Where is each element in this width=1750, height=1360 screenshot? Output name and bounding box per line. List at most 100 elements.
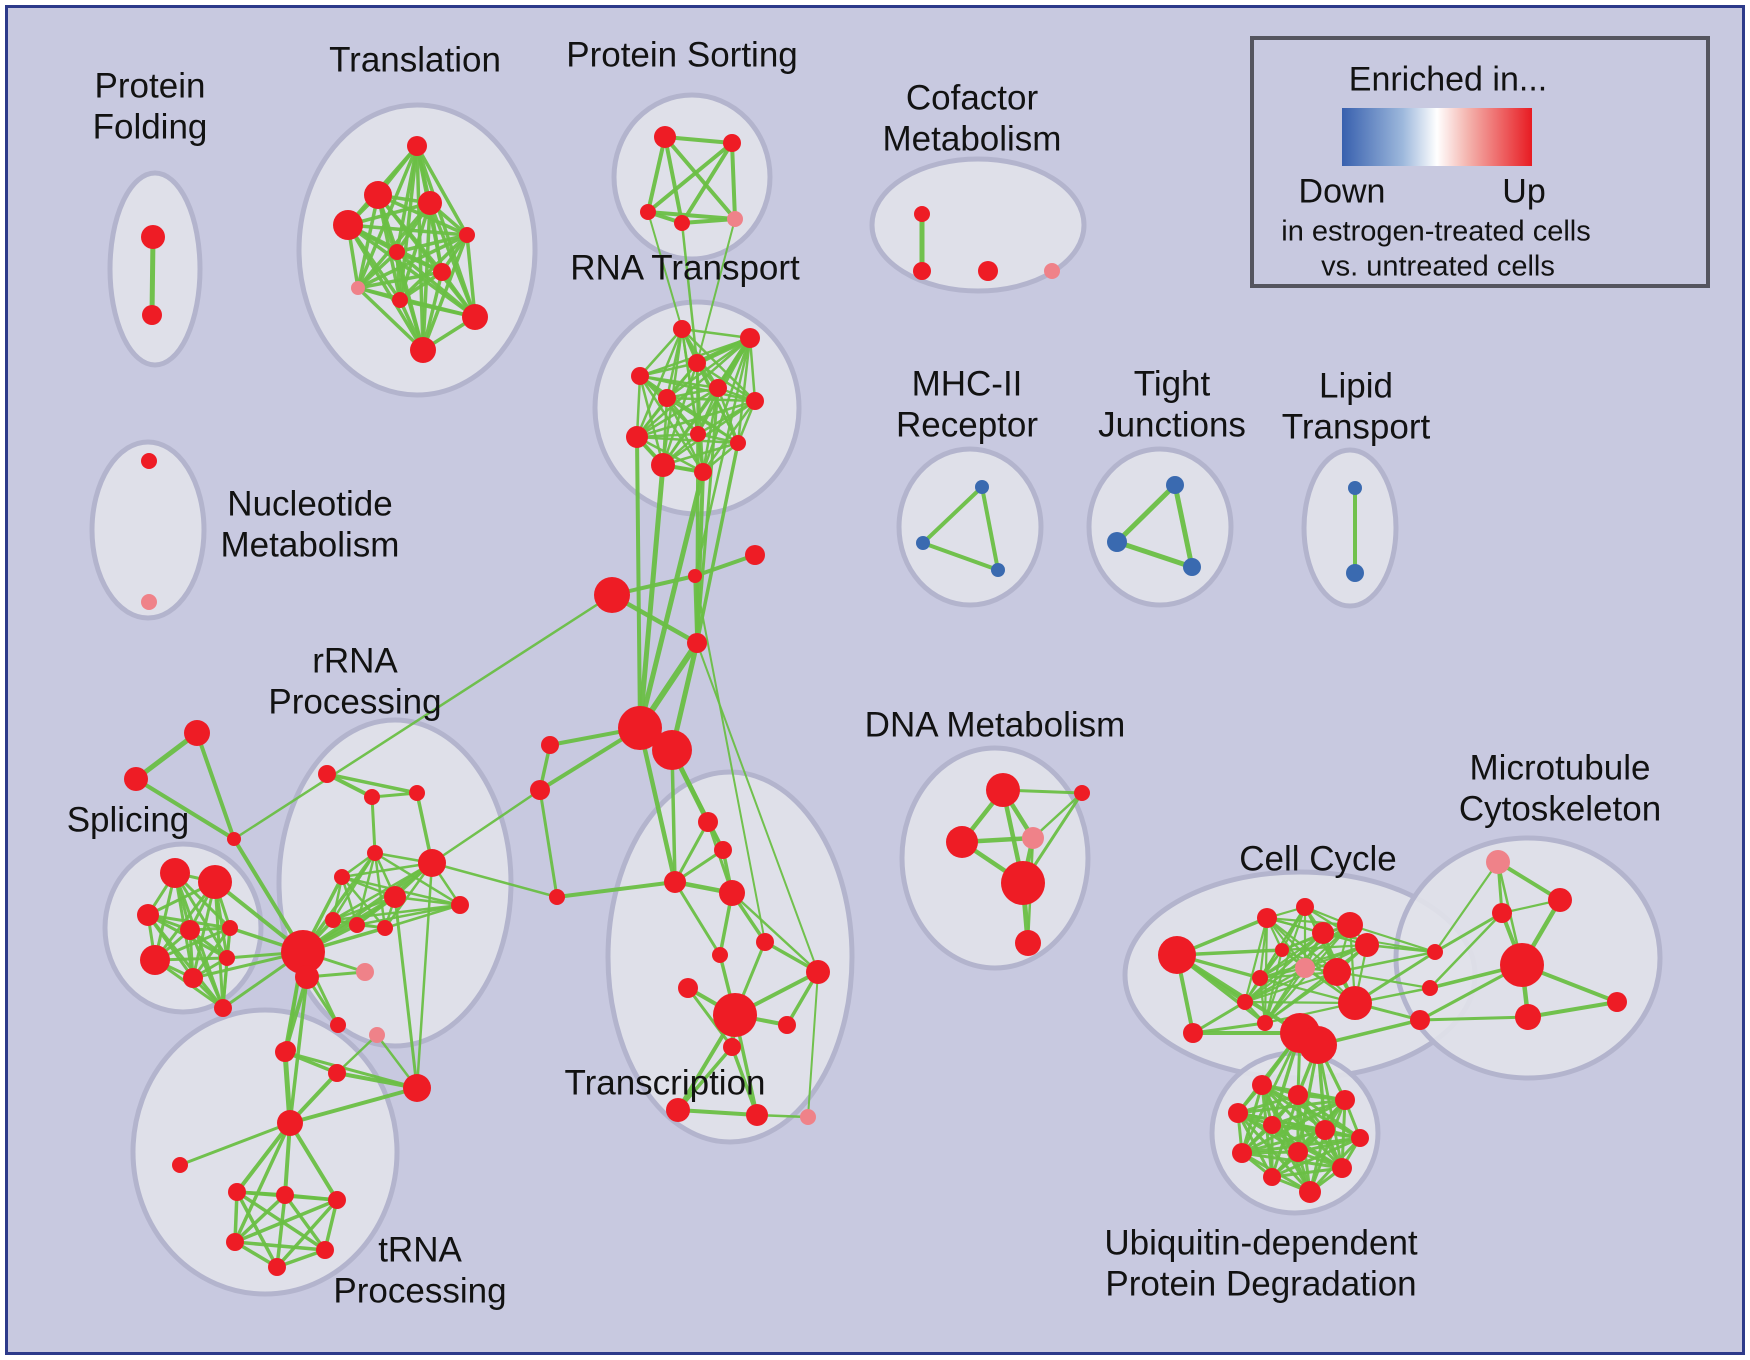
network-node[interactable] — [745, 545, 765, 565]
network-node[interactable] — [1015, 930, 1041, 956]
network-node[interactable] — [631, 367, 649, 385]
network-node[interactable] — [1263, 1116, 1281, 1134]
network-node[interactable] — [1348, 481, 1362, 495]
network-node[interactable] — [459, 227, 475, 243]
network-node[interactable] — [1044, 263, 1060, 279]
network-node[interactable] — [275, 1042, 295, 1062]
network-node[interactable] — [1338, 986, 1372, 1020]
network-node[interactable] — [723, 134, 741, 152]
network-node[interactable] — [141, 594, 157, 610]
network-node[interactable] — [1158, 936, 1196, 974]
network-node[interactable] — [330, 1017, 346, 1033]
network-node[interactable] — [295, 965, 319, 989]
network-node[interactable] — [403, 1074, 431, 1102]
network-node[interactable] — [1422, 980, 1438, 996]
network-node[interactable] — [318, 765, 336, 783]
network-node[interactable] — [978, 261, 998, 281]
network-node[interactable] — [356, 963, 374, 981]
network-node[interactable] — [1515, 1004, 1541, 1030]
network-node[interactable] — [688, 354, 706, 372]
network-node[interactable] — [1288, 1085, 1308, 1105]
network-node[interactable] — [618, 706, 662, 750]
network-node[interactable] — [276, 1186, 294, 1204]
network-node[interactable] — [1257, 1015, 1273, 1031]
network-node[interactable] — [389, 244, 405, 260]
network-node[interactable] — [407, 136, 427, 156]
network-node[interactable] — [219, 950, 235, 966]
network-node[interactable] — [369, 1027, 385, 1043]
network-node[interactable] — [462, 304, 488, 330]
network-node[interactable] — [325, 912, 341, 928]
network-node[interactable] — [530, 780, 550, 800]
network-node[interactable] — [673, 320, 691, 338]
network-node[interactable] — [124, 767, 148, 791]
network-node[interactable] — [316, 1241, 334, 1259]
network-node[interactable] — [1263, 1168, 1281, 1186]
network-node[interactable] — [666, 1098, 690, 1122]
network-node[interactable] — [226, 1233, 244, 1251]
network-node[interactable] — [1492, 903, 1512, 923]
network-node[interactable] — [714, 841, 732, 859]
network-node[interactable] — [328, 1064, 346, 1082]
network-node[interactable] — [140, 945, 170, 975]
network-node[interactable] — [1183, 558, 1201, 576]
network-node[interactable] — [658, 389, 676, 407]
network-node[interactable] — [688, 569, 702, 583]
network-node[interactable] — [141, 225, 165, 249]
network-node[interactable] — [222, 920, 238, 936]
network-node[interactable] — [778, 1016, 796, 1034]
network-node[interactable] — [1295, 958, 1315, 978]
network-node[interactable] — [946, 826, 978, 858]
network-node[interactable] — [392, 292, 408, 308]
network-node[interactable] — [137, 904, 159, 926]
network-node[interactable] — [806, 960, 830, 984]
network-node[interactable] — [652, 730, 692, 770]
network-node[interactable] — [916, 536, 930, 550]
network-node[interactable] — [1427, 944, 1443, 960]
network-node[interactable] — [410, 337, 436, 363]
network-node[interactable] — [277, 1110, 303, 1136]
network-node[interactable] — [328, 1191, 346, 1209]
network-node[interactable] — [1183, 1023, 1203, 1043]
network-node[interactable] — [1166, 476, 1184, 494]
network-node[interactable] — [674, 215, 690, 231]
network-node[interactable] — [687, 633, 707, 653]
network-node[interactable] — [418, 849, 446, 877]
network-node[interactable] — [1486, 850, 1510, 874]
network-node[interactable] — [367, 845, 383, 861]
network-node[interactable] — [654, 126, 676, 148]
network-node[interactable] — [1548, 888, 1572, 912]
network-node[interactable] — [678, 978, 698, 998]
network-node[interactable] — [1107, 532, 1127, 552]
network-node[interactable] — [418, 191, 442, 215]
network-node[interactable] — [594, 577, 630, 613]
network-node[interactable] — [698, 812, 718, 832]
network-node[interactable] — [141, 453, 157, 469]
network-node[interactable] — [1299, 1181, 1321, 1203]
network-node[interactable] — [1355, 933, 1379, 957]
network-node[interactable] — [914, 206, 930, 222]
network-node[interactable] — [377, 920, 393, 936]
network-node[interactable] — [334, 869, 350, 885]
network-node[interactable] — [1288, 1142, 1308, 1162]
network-node[interactable] — [1252, 1075, 1272, 1095]
network-node[interactable] — [1323, 958, 1351, 986]
network-node[interactable] — [709, 379, 727, 397]
network-node[interactable] — [160, 858, 190, 888]
network-node[interactable] — [180, 920, 200, 940]
network-node[interactable] — [694, 463, 712, 481]
network-node[interactable] — [384, 886, 406, 908]
network-node[interactable] — [664, 871, 686, 893]
network-node[interactable] — [281, 930, 325, 974]
network-node[interactable] — [1335, 1090, 1355, 1110]
network-node[interactable] — [351, 281, 365, 295]
network-node[interactable] — [626, 426, 648, 448]
network-node[interactable] — [1337, 912, 1363, 938]
network-node[interactable] — [183, 968, 203, 988]
network-node[interactable] — [1312, 922, 1334, 944]
network-node[interactable] — [1315, 1120, 1335, 1140]
network-node[interactable] — [746, 392, 764, 410]
network-node[interactable] — [333, 210, 363, 240]
network-node[interactable] — [184, 720, 210, 746]
network-node[interactable] — [1410, 1010, 1430, 1030]
